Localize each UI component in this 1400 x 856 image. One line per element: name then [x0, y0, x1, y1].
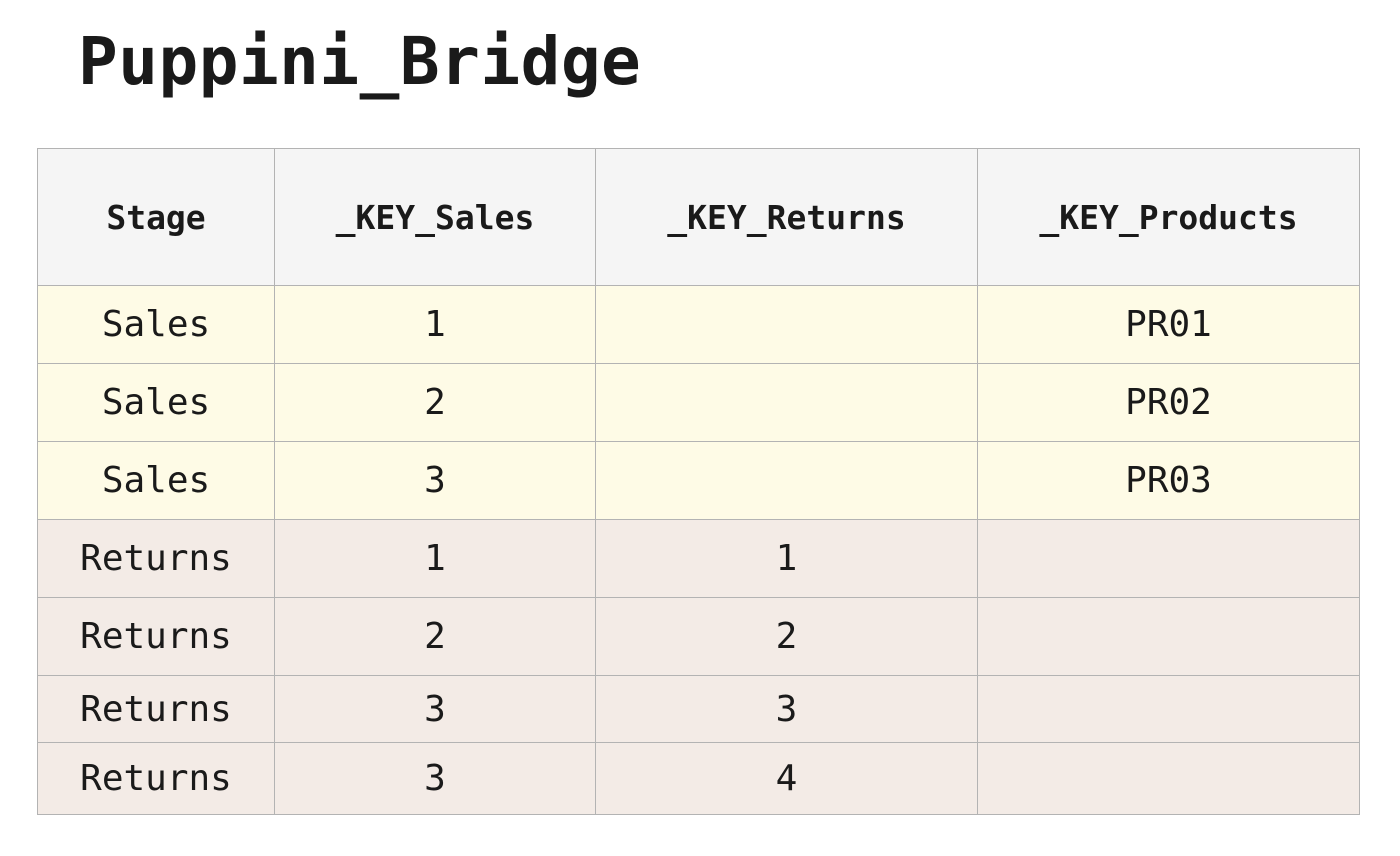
table-row: Sales 2 PR02 [37, 363, 1360, 442]
header-key-sales: _KEY_Sales [274, 148, 596, 286]
cell-key-sales: 2 [274, 597, 596, 676]
header-key-returns: _KEY_Returns [595, 148, 978, 286]
cell-key-products [977, 742, 1360, 815]
table-header-row: Stage _KEY_Sales _KEY_Returns _KEY_Produ… [37, 148, 1360, 286]
cell-stage: Returns [37, 519, 275, 598]
table-row: Returns 3 4 [37, 742, 1360, 815]
cell-key-products: PR01 [977, 285, 1360, 364]
cell-key-sales: 2 [274, 363, 596, 442]
cell-key-sales: 1 [274, 285, 596, 364]
cell-key-sales: 3 [274, 675, 596, 743]
cell-key-returns [595, 363, 978, 442]
cell-key-products [977, 597, 1360, 676]
cell-key-returns: 3 [595, 675, 978, 743]
cell-key-sales: 3 [274, 441, 596, 520]
cell-stage: Returns [37, 742, 275, 815]
cell-stage: Sales [37, 441, 275, 520]
cell-stage: Returns [37, 675, 275, 743]
table-row: Sales 3 PR03 [37, 441, 1360, 520]
table-row: Sales 1 PR01 [37, 285, 1360, 364]
cell-key-returns: 1 [595, 519, 978, 598]
cell-key-returns [595, 441, 978, 520]
cell-key-sales: 1 [274, 519, 596, 598]
table-row: Returns 1 1 [37, 519, 1360, 598]
cell-key-products [977, 675, 1360, 743]
cell-key-products [977, 519, 1360, 598]
page-title: Puppini_Bridge [78, 23, 642, 100]
table-row: Returns 2 2 [37, 597, 1360, 676]
cell-stage: Sales [37, 285, 275, 364]
cell-key-sales: 3 [274, 742, 596, 815]
cell-stage: Returns [37, 597, 275, 676]
table-row: Returns 3 3 [37, 675, 1360, 743]
cell-key-returns: 2 [595, 597, 978, 676]
header-stage: Stage [37, 148, 275, 286]
header-key-products: _KEY_Products [977, 148, 1360, 286]
cell-stage: Sales [37, 363, 275, 442]
cell-key-returns [595, 285, 978, 364]
cell-key-products: PR02 [977, 363, 1360, 442]
cell-key-returns: 4 [595, 742, 978, 815]
bridge-table: Stage _KEY_Sales _KEY_Returns _KEY_Produ… [37, 148, 1360, 815]
cell-key-products: PR03 [977, 441, 1360, 520]
